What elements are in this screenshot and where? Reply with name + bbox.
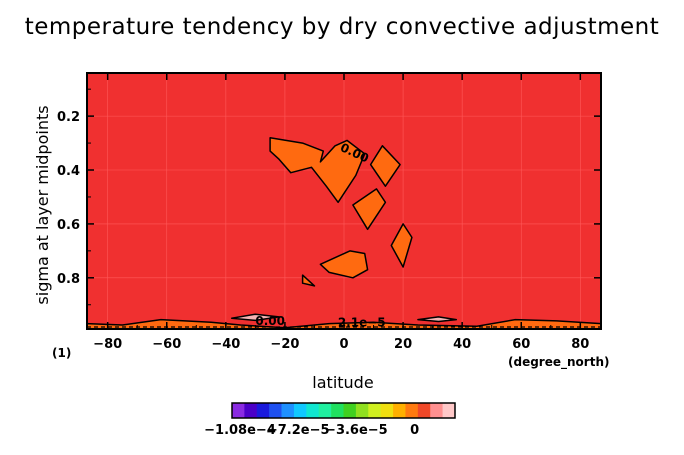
x-tick-label-0: −80 <box>93 337 122 352</box>
chart-title: temperature tendency by dry convective a… <box>24 14 660 40</box>
contour-label-1: 0.00 <box>255 314 285 328</box>
x-tick-label-1: −60 <box>152 337 181 352</box>
colorbar-swatch-2 <box>256 403 270 418</box>
contour-label-2: 2.1e−5 <box>338 315 386 329</box>
x-tick-label-4: 0 <box>339 337 348 352</box>
colorbar-swatch-9 <box>343 403 357 418</box>
colorbar-swatch-14 <box>405 403 419 418</box>
colorbar: −1.08e−4−7.2e−5−3.6e−5 0 <box>204 402 456 438</box>
y-tick-label-3: 0.8 <box>57 272 80 287</box>
y-units-label: (1) <box>52 346 71 360</box>
x-tick-label-2: −40 <box>211 337 240 352</box>
x-tick-label-8: 80 <box>571 337 589 352</box>
contour-region-cell-small <box>301 274 316 287</box>
x-units-label: (degree_north) <box>508 355 609 370</box>
colorbar-swatch-0 <box>232 403 245 418</box>
y-axis: 0.2 0.4 0.6 0.8 <box>57 88 601 306</box>
colorbar-swatch-11 <box>368 403 381 418</box>
colorbar-swatch-15 <box>417 403 431 418</box>
colorbar-swatch-10 <box>355 403 369 418</box>
x-axis: −80 −60 −40 −20 0 20 40 60 80 <box>93 73 589 352</box>
x-axis-title: latitude <box>312 373 373 392</box>
x-tick-label-7: 60 <box>512 337 530 352</box>
colorbar-swatch-12 <box>380 403 394 418</box>
colorbar-swatch-6 <box>306 403 320 418</box>
contour-region-cell-right-low <box>390 223 413 268</box>
contour-region-pink-left <box>230 313 280 322</box>
colorbar-swatch-5 <box>293 403 307 418</box>
x-tick-label-5: 20 <box>394 337 412 352</box>
colorbar-swatch-16 <box>430 403 443 418</box>
contour-region-cell-right-mid <box>352 188 387 231</box>
contour-region-upper-central <box>269 136 366 204</box>
y-tick-label-2: 0.6 <box>57 218 80 233</box>
x-tick-label-6: 40 <box>453 337 471 352</box>
contour-region-cell-mid-low <box>319 250 369 279</box>
colorbar-label-3: 0 <box>410 423 419 438</box>
colorbar-frame <box>231 402 456 419</box>
plot-area: 0.000.00 2.1e−5 <box>86 72 602 330</box>
colorbar-swatch-8 <box>331 403 344 418</box>
y-tick-label-0: 0.2 <box>57 110 80 125</box>
contour-region-cell-right-upper <box>369 145 401 187</box>
contour-region-pink-right <box>417 316 458 323</box>
colorbar-swatch-17 <box>442 403 456 418</box>
colorbar-swatch-13 <box>393 403 406 418</box>
y-axis-title: sigma at layer midpoints <box>33 105 52 304</box>
y-tick-label-1: 0.4 <box>57 164 80 179</box>
colorbar-label-2: −3.6e−5 <box>325 423 388 438</box>
colorbar-swatch-3 <box>269 403 282 418</box>
colorbar-label-0: −1.08e−4 <box>204 423 276 438</box>
x-tick-label-3: −20 <box>270 337 299 352</box>
colorbar-swatch-1 <box>244 403 258 418</box>
colorbar-label-1: −7.2e−5 <box>267 423 330 438</box>
colorbar-swatch-7 <box>318 403 332 418</box>
colorbar-swatch-4 <box>281 403 295 418</box>
